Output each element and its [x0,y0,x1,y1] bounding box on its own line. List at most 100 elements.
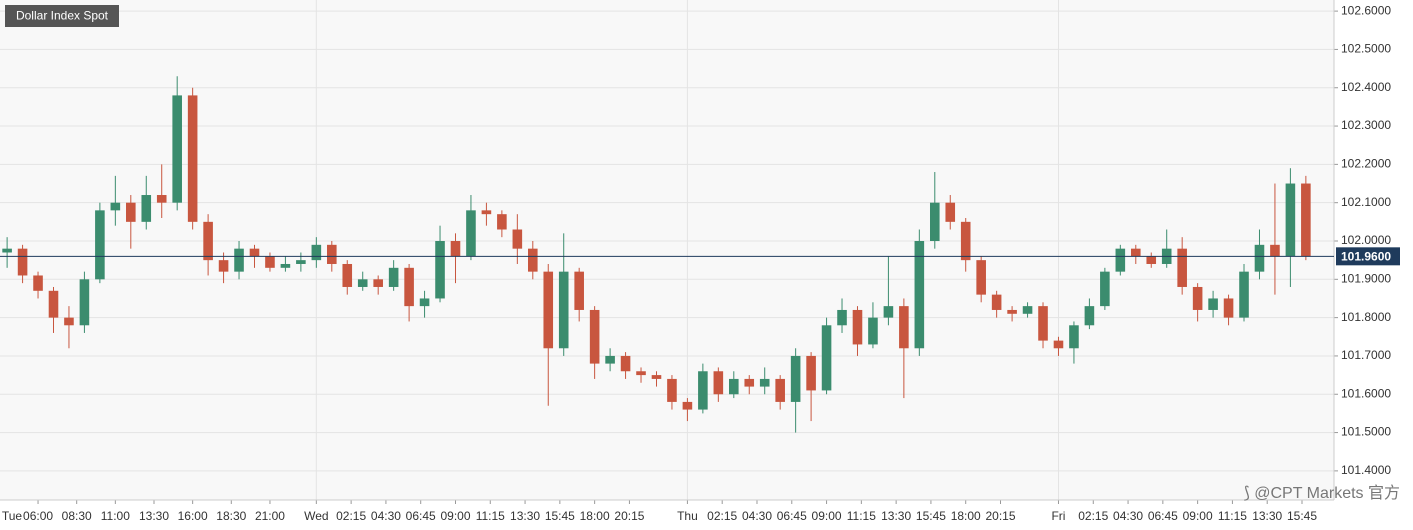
candle-body [311,244,322,261]
candle-body [1285,183,1296,257]
candle-body [759,378,770,387]
candle-body [435,240,445,299]
candle-body [698,371,708,410]
x-tick-label: 13:30 [139,509,169,523]
candle-body [203,221,213,261]
candle-body [1130,248,1141,257]
x-tick-label: 20:15 [985,509,1015,523]
candle-body [126,202,136,222]
title-box [5,5,119,27]
y-tick-label: 101.8000 [1341,310,1391,324]
x-tick-label: 09:00 [440,509,470,523]
candle-body [1301,183,1311,257]
candle-body [929,202,940,241]
candle-body [1100,271,1110,307]
candle-body [790,355,801,402]
x-tick-label: 20:15 [614,509,644,523]
candle-body [342,263,353,287]
candle-body [651,375,662,379]
candle-body [636,371,646,376]
candle-body [280,263,291,268]
x-tick-label: 13:30 [1252,509,1282,523]
candle-body [1069,325,1079,349]
candle-body [821,325,832,391]
x-tick-label: 06:45 [1148,509,1178,523]
candle-body [667,378,677,402]
y-tick-label: 102.4000 [1341,80,1391,94]
candle-body [543,271,554,349]
candle-body [806,355,816,391]
candle-body [914,240,925,349]
x-tick-label: 04:30 [742,509,772,523]
candle-body [373,279,383,287]
candle-body [404,267,414,307]
y-tick-label: 102.6000 [1341,3,1391,17]
candle-body [450,240,461,257]
y-tick-label: 102.1000 [1341,195,1391,209]
candle-body [1177,248,1187,287]
x-tick-label: 15:45 [1287,509,1317,523]
x-tick-label: 06:45 [777,509,807,523]
candle-body [558,271,569,349]
x-tick-label: 04:30 [371,509,401,523]
y-tick-label: 102.5000 [1341,42,1391,56]
candle-body [1146,256,1157,264]
candle-body [48,290,59,318]
watermark: ⟆ @CPT Markets 官方 [1244,484,1400,502]
candle-body [868,317,878,345]
candle-body [110,202,121,211]
candle-body [945,202,956,222]
candle-body [1192,286,1203,310]
candle-body [837,309,847,326]
x-tick-label: Tue [2,509,23,523]
candle-body [1270,244,1280,257]
candle-body [234,248,244,272]
candle-body [1254,244,1265,272]
candle-body [79,279,90,326]
candle-body [1022,306,1033,314]
y-tick-label: 101.6000 [1341,386,1391,400]
x-tick-label: 13:30 [510,509,540,523]
chart-title: Dollar Index Spot [16,9,109,23]
candle-body [960,221,971,261]
x-tick-label: 18:30 [216,509,246,523]
candle-body [249,248,260,257]
candle-body [1084,306,1095,326]
x-tick-label: 06:00 [23,509,53,523]
candle-body [2,248,12,253]
candle-body [156,195,167,203]
x-tick-label: 15:45 [545,509,575,523]
y-tick-label: 101.5000 [1341,425,1391,439]
y-tick-label: 101.7000 [1341,348,1391,362]
y-tick-label: 102.3000 [1341,118,1391,132]
x-tick-label: 18:00 [580,509,610,523]
candle-body [1038,306,1048,341]
candle-body [481,210,492,215]
candle-body [775,378,785,402]
plot-area [0,0,1334,500]
candle-body [1007,309,1017,314]
x-tick-label: Wed [304,509,328,523]
candle-body [852,309,863,345]
x-tick-label: 11:15 [476,509,505,523]
x-tick-label: 04:30 [1113,509,1143,523]
candle-body [265,256,275,268]
candle-body [466,210,476,257]
candle-body [744,378,755,387]
candle-body [357,279,368,287]
candle-body [327,244,337,264]
x-tick-label: 21:00 [255,509,285,523]
last-price-box [1336,247,1400,266]
candle-body [512,229,523,249]
x-tick-label: 11:00 [101,509,130,523]
x-tick-label: 18:00 [951,509,981,523]
candle-body [1115,248,1126,272]
x-tick-label: Fri [1051,509,1065,523]
x-tick-label: 11:15 [847,509,876,523]
x-tick-label: 11:15 [1218,509,1247,523]
candle-body [17,248,28,276]
candle-body [728,378,739,395]
x-tick-label: Thu [677,509,698,523]
candle-body [1208,298,1218,310]
